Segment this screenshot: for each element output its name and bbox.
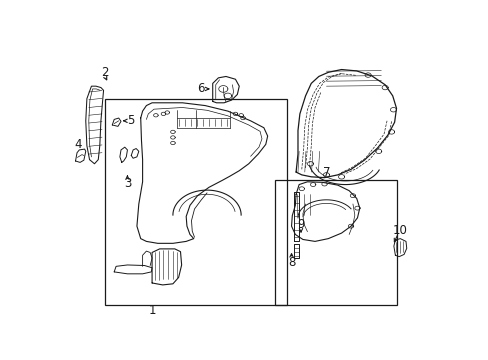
- Text: 1: 1: [148, 304, 156, 317]
- Bar: [275, 180, 396, 305]
- Text: 4: 4: [74, 138, 82, 151]
- Text: 5: 5: [127, 114, 135, 127]
- Text: 10: 10: [392, 224, 407, 237]
- Text: 2: 2: [101, 66, 108, 79]
- Text: 9: 9: [297, 218, 304, 231]
- Text: 8: 8: [287, 256, 295, 269]
- Bar: [104, 99, 286, 305]
- Text: 3: 3: [123, 177, 131, 190]
- Text: 6: 6: [197, 82, 204, 95]
- Text: 7: 7: [322, 166, 329, 179]
